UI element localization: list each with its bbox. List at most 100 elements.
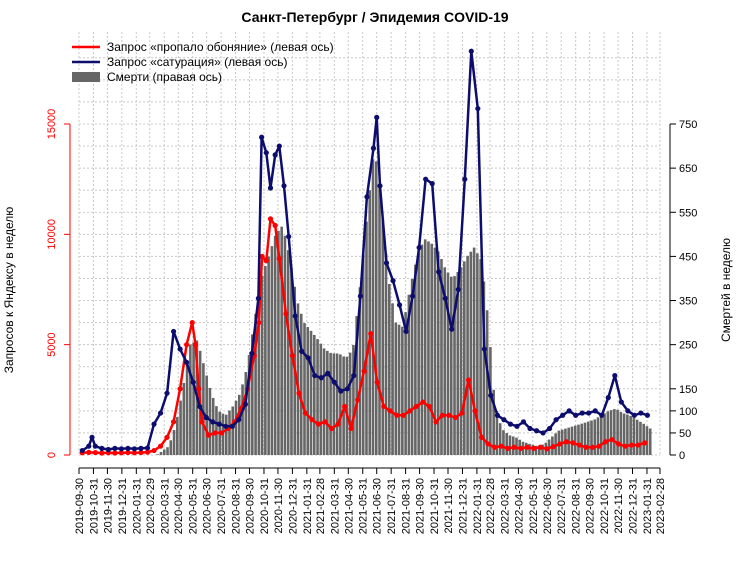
death-bar [603,413,606,455]
death-bar [436,251,440,455]
death-bar [371,159,375,455]
saturation-series-point [488,392,494,399]
saturation-series-point [631,412,637,418]
saturation-series-point [481,346,487,352]
death-bar [469,251,473,455]
smell-series-point [355,397,361,403]
death-bar [443,267,447,455]
x-tick-label: 2019-11-30 [102,478,114,533]
smell-series-point [628,442,635,448]
axes-layer: 0 5000 10000 15000 0 50 100 150 250 350 450 550 650 7… [46,109,697,535]
death-bar [365,221,368,455]
death-bar [606,411,610,455]
x-tick-label: 2021-08-31 [401,478,413,534]
y-right-tick-label: 450 [679,251,697,263]
x-tick-label: 2021-05-31 [358,478,370,534]
death-bar [401,326,404,455]
y-right-tick-label: 50 [679,428,691,440]
saturation-series-point [455,286,461,293]
y-right-tick-label: 0 [679,450,685,462]
smell-series-point [387,408,393,414]
y-axis-left-label: Запросов к Яндексу в неделю [2,207,16,374]
smell-series-point [472,408,478,414]
saturation-series-point [579,410,585,416]
saturation-series-point [501,417,507,423]
death-bar [303,323,306,455]
smell-series-point [465,377,472,383]
smell-series-point [212,430,218,436]
death-bar [312,334,316,455]
saturation-series-point [377,183,383,189]
saturation-series-point [292,313,298,319]
smell-series-point [309,417,315,423]
smell-series-point [557,441,563,447]
death-bar [417,252,420,455]
death-bar [410,279,414,455]
saturation-series-point [370,145,377,151]
smell-series-point [283,311,289,317]
smell-series-point [635,442,641,448]
saturation-series-point [507,421,514,427]
death-bar [583,422,587,455]
death-bar [573,425,577,455]
lines-layer [79,48,651,456]
saturation-series-point [112,445,118,451]
smell-series-point [498,443,504,449]
smell-series-point [267,216,274,222]
death-bar [466,255,469,455]
death-bar [590,420,593,455]
smell-series-point [92,449,98,456]
smell-series-point [622,443,628,449]
death-bar [505,433,509,455]
saturation-series-point [216,421,222,427]
death-bar [619,411,623,455]
death-bar [642,423,645,455]
smell-series-point [99,450,105,456]
death-bar [234,400,238,455]
saturation-series-point [553,417,559,423]
saturation-series-point [131,446,138,452]
saturation-series-point [249,350,255,357]
smell-series-point [576,442,582,448]
death-bar [267,256,270,455]
x-tick-label: 2023-01-31 [642,478,654,534]
smell-series-point [570,440,576,446]
y-right-tick-label: 650 [679,163,697,175]
saturation-series-point [223,423,229,429]
saturation-series-point [259,134,265,140]
x-tick-label: 2022-08-31 [571,478,583,534]
smell-series-point [602,439,609,445]
smell-series-point [196,386,202,392]
legend-label-deaths: Смерти (правая ось) [107,70,222,84]
death-bar [189,344,192,455]
x-tick-label: 2020-02-29 [145,478,157,534]
smell-series-point [381,403,387,410]
death-bar [244,372,248,455]
death-bar [277,230,280,455]
x-tick-label: 2019-12-31 [117,478,129,534]
x-tick-label: 2020-01-31 [131,478,143,534]
smell-series-point [550,444,556,450]
smell-series-point [177,386,183,392]
smell-series-point [341,403,348,410]
death-bar [224,414,228,455]
smell-series-point [112,450,118,456]
x-tick-label: 2020-06-30 [202,478,214,534]
saturation-series-point [436,269,442,275]
death-bar [645,426,649,455]
smell-series-point [348,425,354,432]
saturation-series-point [318,375,324,381]
smell-series-point [125,449,131,456]
x-tick-label: 2020-12-31 [287,478,299,534]
death-bar [554,433,557,455]
y-left-tick-label: 15000 [46,109,58,140]
smell-series-point [131,450,138,456]
y-right-tick-label: 100 [679,406,697,418]
saturation-series-point [644,412,651,418]
y-right-tick-label: 350 [679,296,697,308]
saturation-series-point [364,194,370,200]
smell-series-point [615,441,622,447]
smell-series-point [537,444,543,450]
y-axis-right-label: Смертей в неделю [719,238,733,342]
